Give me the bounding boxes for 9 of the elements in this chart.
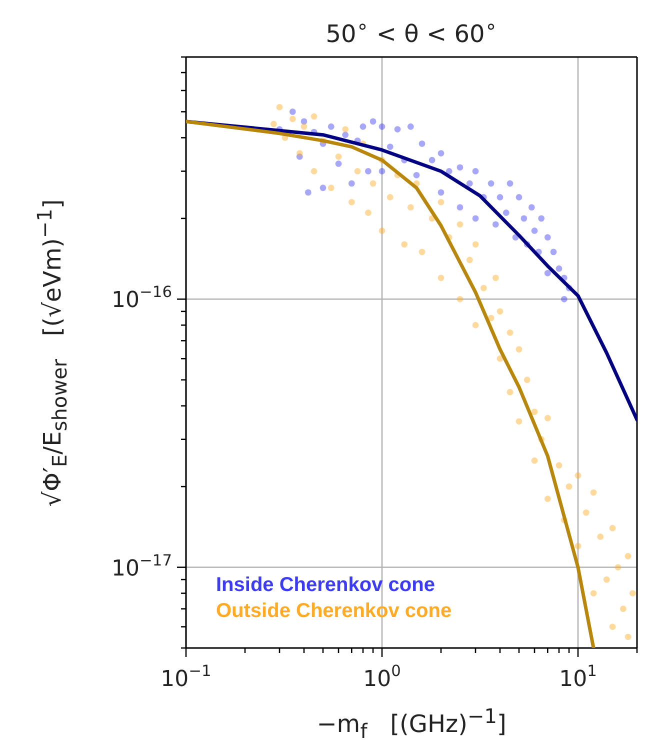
text: Outside Cherenkov cone [216,599,452,624]
text: Inside Cherenkov cone [216,573,436,598]
x-axis-title: −m$_{f}$ [(GHz)$^{−1}$] [316,704,508,743]
y-tick-label: 10$^{−17}$ [112,551,172,582]
y-tick-label: 10$^{−16}$ [112,283,172,314]
x-tick-label: 10$^{−1}$ [160,662,212,692]
x-tick-label: 10$^{0}$ [363,662,401,692]
chart-title: 50$^{∘}$ < θ < 60$^{∘}$ [324,14,498,48]
x-tick-label: 10$^{1}$ [559,662,597,692]
